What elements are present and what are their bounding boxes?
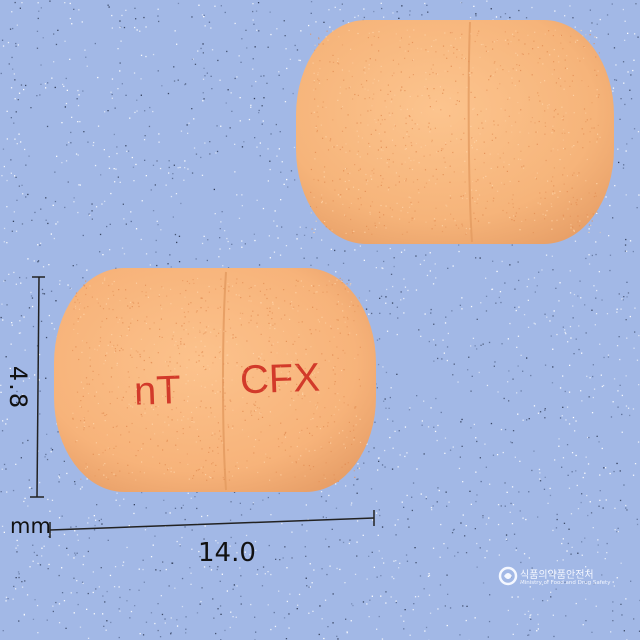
logo-line1: 식품의약품안전처 — [520, 570, 594, 581]
tablet-back — [296, 20, 614, 244]
unit-label: mm — [10, 514, 51, 538]
height-value: 4.8 — [4, 365, 33, 411]
government-emblem-icon — [498, 566, 518, 586]
logo-line2: Ministry of Food and Drug Safety — [520, 580, 611, 586]
tablet-front: nT CFX — [54, 268, 376, 492]
width-value: 14.0 — [198, 538, 256, 568]
imprint-left: nT — [133, 368, 181, 414]
imprint-right: CFX — [239, 356, 320, 403]
